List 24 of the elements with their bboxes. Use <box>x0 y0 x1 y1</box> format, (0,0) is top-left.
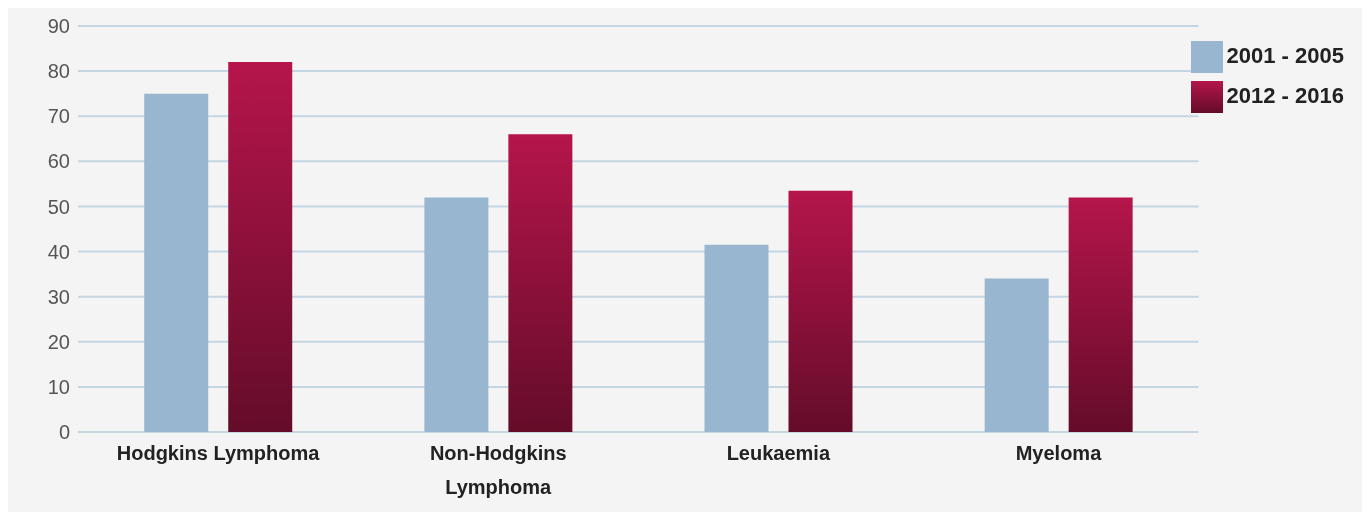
bar <box>704 244 769 432</box>
bar <box>1068 197 1133 432</box>
bar <box>508 134 573 432</box>
x-tick-label: Non-Hodgkins Lymphoma <box>429 442 567 498</box>
y-tick-label: 70 <box>47 105 70 128</box>
y-tick-label: 40 <box>47 240 70 263</box>
bar <box>424 197 489 432</box>
legend-label: 2001 - 2005 <box>1226 43 1344 68</box>
x-tick-label: Hodgkins Lymphoma <box>116 442 321 464</box>
bar <box>228 62 293 432</box>
x-tick-label: Leukaemia <box>726 442 831 464</box>
x-tick-label: Myeloma <box>1015 442 1103 464</box>
y-tick-label: 80 <box>47 60 70 83</box>
y-tick-label: 0 <box>58 421 70 444</box>
bar <box>984 278 1049 432</box>
y-tick-label: 30 <box>47 285 70 308</box>
y-tick-label: 60 <box>47 150 70 173</box>
bar <box>144 93 209 432</box>
y-tick-label: 20 <box>47 330 70 353</box>
bar <box>788 190 853 432</box>
legend-label: 2012 - 2016 <box>1226 83 1344 108</box>
y-tick-label: 10 <box>47 375 70 398</box>
y-tick-label: 50 <box>47 195 70 218</box>
y-tick-label: 90 <box>47 15 70 38</box>
